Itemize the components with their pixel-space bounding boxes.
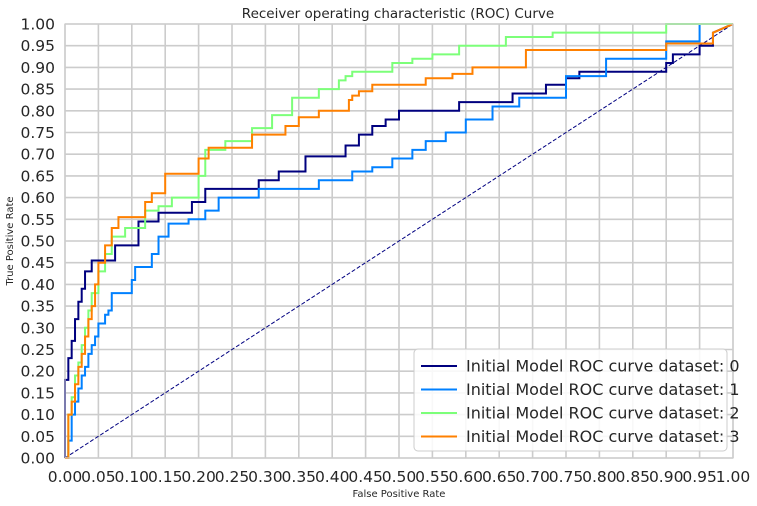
x-tick-label: 0.50 (382, 468, 417, 486)
y-tick-label: 0.85 (20, 81, 55, 99)
x-tick-label: 0.10 (115, 468, 150, 486)
legend-label: Initial Model ROC curve dataset: 2 (466, 404, 740, 423)
y-tick-label: 0.60 (20, 189, 55, 207)
y-tick-label: 0.25 (20, 341, 55, 359)
x-tick-label: 0.60 (449, 468, 484, 486)
y-axis-label: True Positive Rate (5, 196, 16, 286)
y-tick-label: 0.15 (20, 384, 55, 402)
y-tick-label: 0.40 (20, 276, 55, 294)
x-tick-labels: 0.000.050.100.150.200.250.300.350.400.45… (48, 468, 751, 486)
x-tick-label: 0.40 (315, 468, 350, 486)
y-tick-label: 0.05 (20, 428, 55, 446)
x-tick-label: 0.70 (515, 468, 550, 486)
x-tick-label: 0.95 (682, 468, 717, 486)
roc-curve-dataset-1 (65, 23, 733, 459)
x-tick-label: 0.35 (282, 468, 317, 486)
y-tick-label: 0.50 (20, 233, 55, 251)
diagonal-line (64, 23, 734, 459)
x-tick-label: 1.00 (716, 468, 751, 486)
y-tick-label: 0.55 (20, 211, 55, 229)
roc-series (64, 23, 734, 459)
plot-frame (64, 23, 734, 459)
y-tick-label: 0.95 (20, 37, 55, 55)
x-tick-label: 0.05 (81, 468, 116, 486)
diagonal-reference-line (64, 23, 734, 459)
x-tick-label: 0.80 (582, 468, 617, 486)
y-tick-label: 0.80 (20, 102, 55, 120)
legend-label: Initial Model ROC curve dataset: 1 (466, 380, 740, 399)
legend-box (413, 348, 728, 452)
x-tick-label: 0.45 (348, 468, 383, 486)
x-tick-label: 0.00 (48, 468, 83, 486)
x-tick-label: 0.90 (649, 468, 684, 486)
y-tick-label: 1.00 (20, 16, 55, 34)
y-tick-label: 0.10 (20, 406, 55, 424)
x-tick-label: 0.20 (181, 468, 216, 486)
x-tick-label: 0.85 (616, 468, 651, 486)
legend-label: Initial Model ROC curve dataset: 3 (466, 427, 740, 446)
x-tick-label: 0.15 (148, 468, 183, 486)
x-axis-label: False Positive Rate (353, 489, 446, 500)
y-tick-label: 0.70 (20, 146, 55, 164)
y-tick-label: 0.35 (20, 298, 55, 316)
y-tick-label: 0.75 (20, 124, 55, 142)
y-tick-label: 0.45 (20, 254, 55, 272)
y-tick-label: 0.90 (20, 59, 55, 77)
roc-curve-dataset-3 (65, 23, 734, 459)
x-tick-label: 0.55 (415, 468, 450, 486)
y-tick-label: 0.20 (20, 363, 55, 381)
x-tick-label: 0.25 (215, 468, 250, 486)
x-tick-label: 0.75 (549, 468, 584, 486)
legend-label: Initial Model ROC curve dataset: 0 (466, 357, 740, 376)
y-tick-label: 0.30 (20, 319, 55, 337)
y-tick-label: 0.65 (20, 167, 55, 185)
y-tick-label: 0.00 (20, 450, 55, 468)
legend: Initial Model ROC curve dataset: 0 Initia… (413, 348, 740, 452)
chart-title: Receiver operating characteristic (ROC) … (242, 6, 554, 22)
x-tick-label: 0.65 (482, 468, 517, 486)
y-tick-labels: 0.00 0.05 0.10 0.15 0.20 0.25 0.30 0.35 0.40 0.45… (20, 16, 55, 468)
x-tick-label: 0.30 (248, 468, 283, 486)
